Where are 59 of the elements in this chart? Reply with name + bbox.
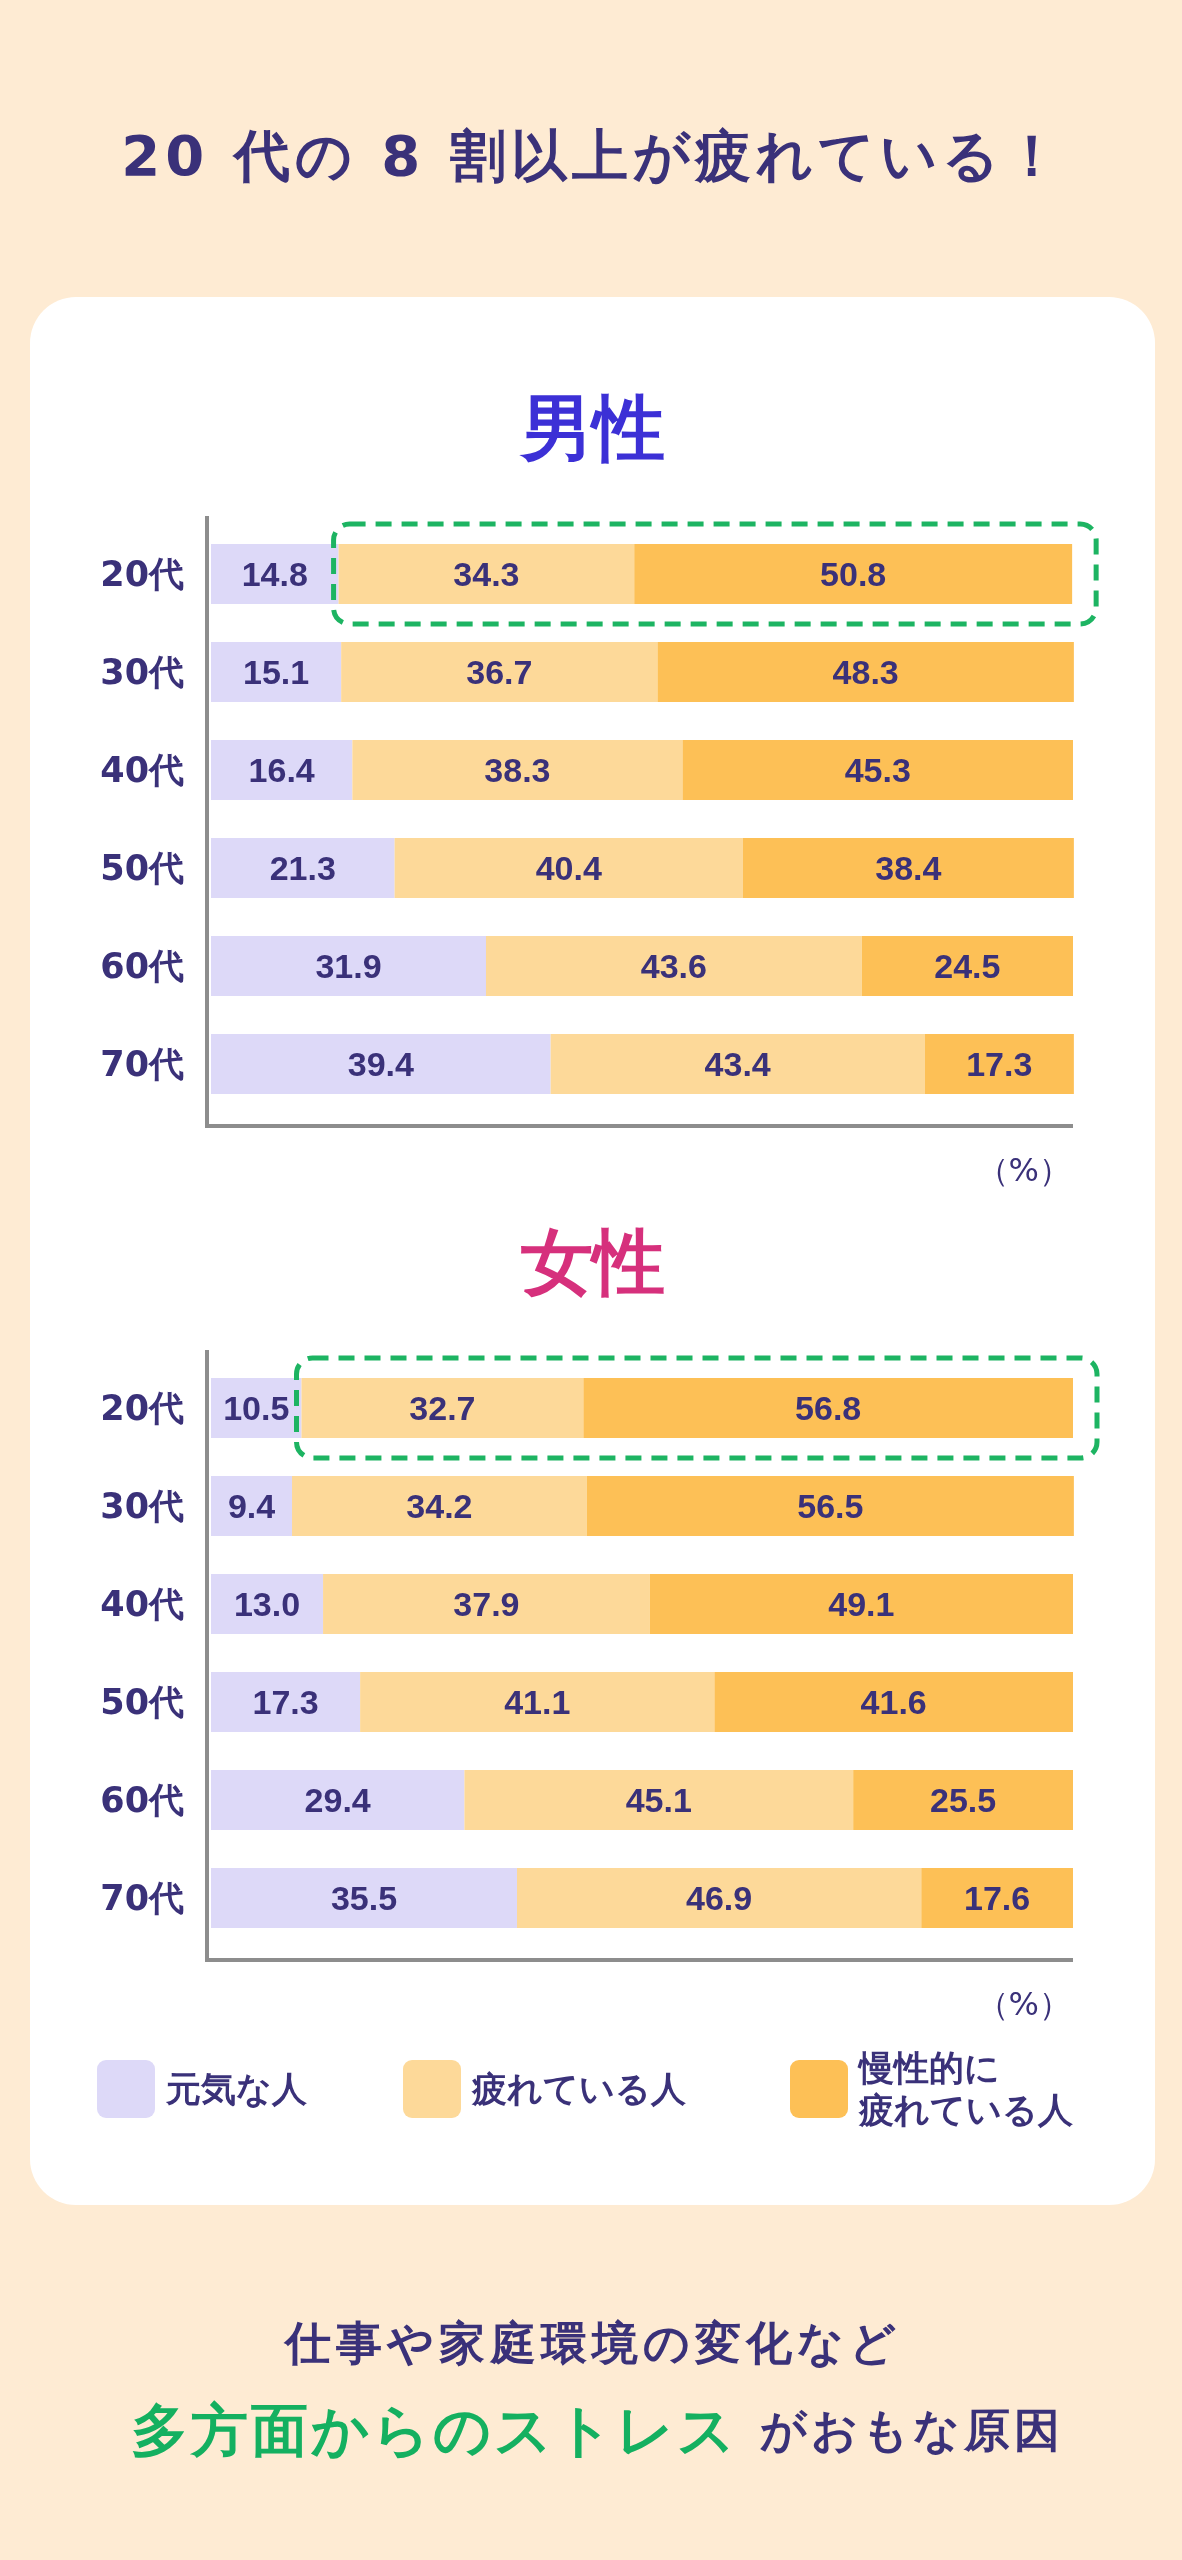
data-label: 17.3 xyxy=(966,1045,1033,1083)
data-label: 10.5 xyxy=(223,1389,290,1427)
tick-label: 70代 xyxy=(100,1044,184,1084)
data-label: 48.3 xyxy=(832,653,899,691)
tick-label: 40代 xyxy=(100,750,184,790)
data-label: 38.4 xyxy=(875,849,942,887)
tick-label: 20代 xyxy=(100,1388,184,1428)
data-label: 17.3 xyxy=(252,1683,319,1721)
data-label: 50.8 xyxy=(820,555,887,593)
data-label: 32.7 xyxy=(409,1389,476,1427)
tick-label: 30代 xyxy=(100,652,184,692)
data-label: 34.2 xyxy=(406,1487,473,1525)
data-label: 40.4 xyxy=(535,849,602,887)
data-label: 46.9 xyxy=(686,1879,753,1917)
data-label: 31.9 xyxy=(315,947,382,985)
data-label: 43.6 xyxy=(640,947,707,985)
data-label: 43.4 xyxy=(704,1045,771,1083)
axis-title: （%） xyxy=(976,1985,1071,2023)
tick-label: 50代 xyxy=(100,848,184,888)
data-label: 34.3 xyxy=(453,555,520,593)
legend-label: 疲れている人 xyxy=(472,2069,686,2109)
data-label: 35.5 xyxy=(330,1879,398,1917)
tick-label: 40代 xyxy=(100,1584,184,1624)
tick-label: 70代 xyxy=(100,1878,184,1918)
data-label: 36.7 xyxy=(466,653,533,691)
data-label: 39.4 xyxy=(347,1045,414,1083)
data-label: 13.0 xyxy=(233,1585,301,1623)
legend-label: 慢性的に疲れている人 xyxy=(859,2048,1073,2130)
axis-title: （%） xyxy=(976,1151,1071,1189)
subtitle: 女性 xyxy=(521,1220,665,1304)
annotation: 多方面からのストレス xyxy=(130,2397,738,2463)
annotation: がおもな原因 xyxy=(759,2403,1064,2457)
data-label: 21.3 xyxy=(269,849,336,887)
subtitle: 男性 xyxy=(521,386,665,470)
tick-label: 20代 xyxy=(100,554,184,594)
data-label: 9.4 xyxy=(227,1487,276,1525)
tick-label: 50代 xyxy=(100,1682,184,1722)
data-label: 45.3 xyxy=(844,751,911,789)
data-label: 17.6 xyxy=(964,1879,1031,1917)
data-label: 14.8 xyxy=(241,555,308,593)
data-label: 56.5 xyxy=(797,1487,864,1525)
tick-label: 30代 xyxy=(100,1486,184,1526)
tick-label: 60代 xyxy=(100,1780,184,1820)
data-label: 25.5 xyxy=(930,1781,997,1819)
data-label: 15.1 xyxy=(243,653,310,691)
data-label: 41.6 xyxy=(860,1683,927,1721)
data-label: 49.1 xyxy=(828,1585,895,1623)
data-label: 45.1 xyxy=(625,1781,692,1819)
data-label: 16.4 xyxy=(248,751,315,789)
data-label: 41.1 xyxy=(504,1683,571,1721)
data-label: 38.3 xyxy=(484,751,551,789)
annotation: 仕事や家庭環境の変化など xyxy=(285,2316,901,2370)
tick-label: 60代 xyxy=(100,946,184,986)
data-label: 56.8 xyxy=(795,1389,862,1427)
data-label: 24.5 xyxy=(934,947,1001,985)
legend-label: 元気な人 xyxy=(166,2069,307,2109)
title: 20 代の 8 割以上が疲れている！ xyxy=(121,122,1065,188)
data-label: 37.9 xyxy=(453,1585,520,1623)
data-label: 29.4 xyxy=(304,1781,371,1819)
